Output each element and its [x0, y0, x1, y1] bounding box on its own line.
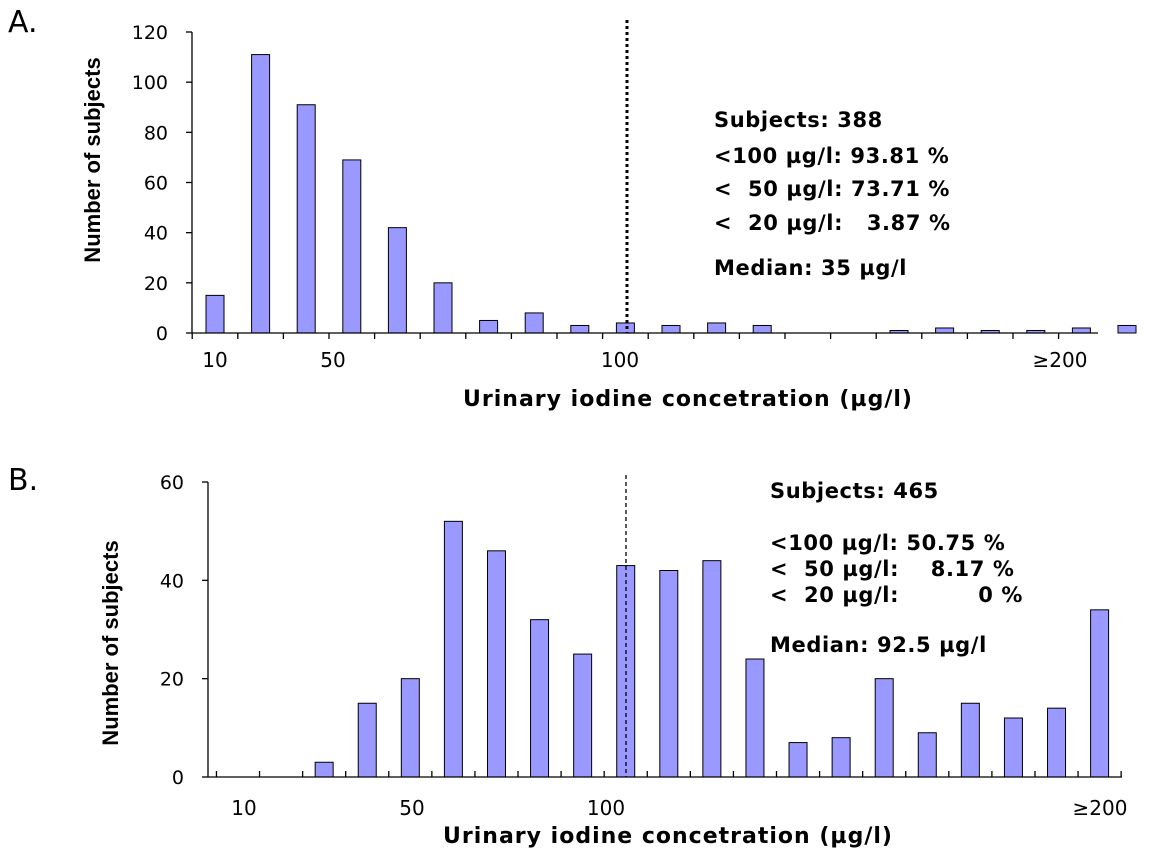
- panel-b-bar: [1090, 609, 1110, 778]
- panel-a-bars: [205, 54, 1137, 334]
- panel-b-y-tick-label: 40: [160, 570, 184, 592]
- panel-a-bar: [251, 54, 271, 334]
- panel-a-y-tick-label: 0: [156, 323, 168, 345]
- panel-a-bar: [707, 322, 727, 334]
- panel-b-bar: [960, 702, 980, 778]
- panel-b-lt100-text: <100 µg/l: 50.75 %: [770, 531, 1005, 555]
- panel-b-bars: [314, 520, 1110, 778]
- panel-a-bar: [433, 282, 453, 334]
- panel-b-bar: [659, 570, 679, 778]
- panel-b-bar: [874, 678, 894, 778]
- panel-a-bar: [570, 324, 590, 334]
- panel-a-bar: [342, 159, 362, 334]
- panel-a-y-tick-label: 60: [144, 173, 168, 195]
- panel-a-x-tick-label: ≥200: [1033, 348, 1088, 372]
- panel-b-y-axis-title: Number of subjects: [98, 540, 123, 745]
- panel-a-x-tick-label: 100: [601, 348, 639, 372]
- panel-a-bar: [615, 322, 635, 334]
- panel-a-x-axis-title: Urinary iodine concetration (µg/l): [463, 387, 913, 412]
- panel-b-bar: [400, 678, 420, 778]
- panel-b-y-tick-label: 0: [172, 767, 184, 789]
- panel-b-bar: [486, 550, 506, 778]
- panel-b-x-tick-label: ≥200: [1073, 796, 1128, 820]
- panel-a-bar: [479, 319, 499, 334]
- panel-b-x-tick-label: 100: [587, 796, 625, 820]
- panel-b-label: B.: [8, 463, 38, 498]
- panel-b-y-tick-label: 60: [160, 472, 184, 494]
- panel-a-y-tick-label: 120: [132, 22, 168, 44]
- panel-a-y-axis-title: Number of subjects: [80, 57, 105, 262]
- panel-a-bar: [661, 324, 681, 334]
- panel-a-annotations: Subjects: 388 <100 µg/l: 93.81 % < 50 µg…: [714, 108, 951, 280]
- panel-b-subjects-text: Subjects: 465: [770, 479, 939, 503]
- panel-b-bar: [573, 653, 593, 778]
- panel-a-bar: [1071, 327, 1091, 334]
- panel-a-bar: [387, 227, 407, 334]
- chart-panel-b: B. Number of subjects Urinary iodine con…: [8, 463, 1127, 849]
- panel-a-y-tick-label: 40: [144, 223, 168, 245]
- panel-a-bar: [1117, 324, 1137, 334]
- panel-b-bar: [1047, 707, 1067, 778]
- panel-b-bar: [788, 742, 808, 778]
- panel-b-x-axis-title: Urinary iodine concetration (µg/l): [443, 824, 893, 849]
- panel-b-lt20-text: < 20 µg/l: 0 %: [770, 583, 1023, 607]
- panel-b-annotations: Subjects: 465 <100 µg/l: 50.75 % < 50 µg…: [770, 479, 1023, 657]
- chart-panel-a: A. Number of subjects Urinary iodine con…: [8, 5, 1137, 412]
- panel-a-lt50-text: < 50 µg/l: 73.71 %: [714, 177, 950, 201]
- panel-a-y-tick-label: 80: [144, 122, 168, 144]
- panel-b-y-tick-label: 20: [160, 669, 184, 691]
- panel-b-bar: [443, 520, 463, 778]
- panel-a-lt20-text: < 20 µg/l: 3.87 %: [714, 211, 951, 235]
- panel-a-lt100-text: <100 µg/l: 93.81 %: [714, 144, 949, 168]
- panel-a-bar: [296, 104, 316, 334]
- panel-a-bar: [752, 324, 772, 334]
- panel-b-bar: [357, 702, 377, 778]
- panel-a-label: A.: [8, 5, 38, 40]
- panel-b-bar: [745, 658, 765, 778]
- panel-a-bar: [205, 294, 225, 334]
- panel-a-subjects-text: Subjects: 388: [714, 108, 883, 132]
- panel-a-x-tick-label: 10: [202, 348, 227, 372]
- panel-b-lt50-text: < 50 µg/l: 8.17 %: [770, 557, 1015, 581]
- panel-a-y-tick-label: 100: [132, 72, 168, 94]
- panel-b-bar: [530, 619, 550, 778]
- panel-b-x-tick-label: 50: [399, 796, 424, 820]
- panel-b-bar: [702, 560, 722, 778]
- panel-b-median-text: Median: 92.5 µg/l: [770, 633, 987, 657]
- panel-a-bar: [935, 327, 955, 334]
- panel-b-bar: [1003, 717, 1023, 778]
- panel-a-y-tick-label: 20: [144, 273, 168, 295]
- panel-b-bar: [831, 737, 851, 778]
- panel-b-x-tick-label: 10: [231, 796, 256, 820]
- panel-b-bar: [314, 761, 334, 778]
- panel-a-median-text: Median: 35 µg/l: [714, 256, 907, 280]
- panel-a-x-tick-label: 50: [320, 348, 345, 372]
- panel-a-bar: [524, 312, 544, 334]
- panel-b-bar: [917, 732, 937, 778]
